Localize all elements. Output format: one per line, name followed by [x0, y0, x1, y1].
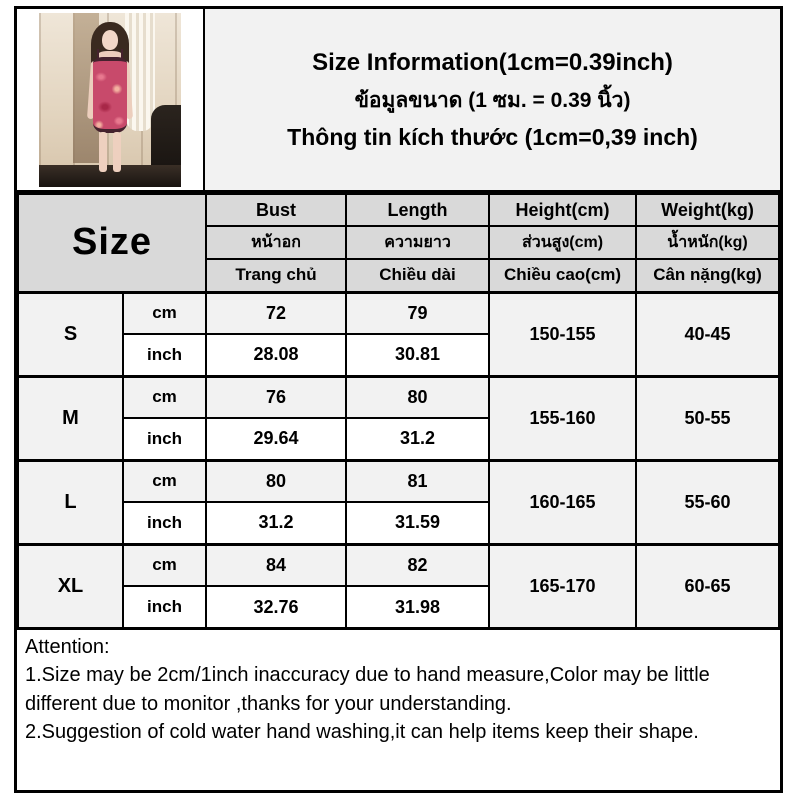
size-label-m: M [17, 374, 124, 461]
table-row: inch 32.76 31.98 [18, 585, 779, 629]
unit-cm: cm [121, 542, 208, 587]
unit-cm: cm [121, 290, 208, 335]
xl-length-cm: 82 [345, 542, 491, 587]
attention-note-1: 1.Size may be 2cm/1inch inaccuracy due t… [25, 664, 710, 715]
header-section: Size Information(1cm=0.39inch) ข้อมูลขนา… [17, 9, 780, 193]
m-length-inch: 31.2 [345, 417, 491, 461]
col-weight-vi: Cân nặng(kg) [635, 258, 780, 293]
table-row: M cm 76 80 155-160 50-55 [17, 374, 780, 461]
col-length-vi: Chiều dài [345, 258, 491, 293]
header-row-th: หน้าอก ความยาว ส่วนสูง(cm) น้ำหนัก(kg) [18, 225, 780, 260]
size-label-s: S [17, 290, 124, 377]
l-bust-cm: 80 [205, 458, 348, 503]
unit-cm: cm [121, 374, 208, 419]
m-weight: 50-55 [635, 374, 780, 461]
col-height-th: ส่วนสูง(cm) [488, 225, 638, 260]
table-row: L cm 80 81 160-165 55-60 [17, 458, 780, 545]
size-info-title-block: Size Information(1cm=0.39inch) ข้อมูลขนา… [205, 9, 780, 190]
size-chart-table: Size Bust Length Height(cm) Weight(kg) ห… [16, 193, 780, 629]
attention-note-2: 2.Suggestion of cold water hand washing,… [25, 721, 699, 744]
l-bust-inch: 31.2 [205, 501, 348, 545]
title-thai: ข้อมูลขนาด (1 ซม. = 0.39 นิ้ว) [354, 88, 631, 112]
model-leg-left [99, 131, 107, 172]
header-row-en: Size Bust Length Height(cm) Weight(kg) [16, 193, 780, 293]
col-weight-en: Weight(kg) [635, 193, 780, 227]
s-height: 150-155 [488, 290, 638, 377]
dress-strap-left [97, 48, 99, 59]
m-bust-cm: 76 [205, 374, 348, 419]
dark-floor [39, 164, 181, 187]
table-row: S cm 72 79 150-155 40-45 [17, 290, 780, 377]
unit-inch: inch [121, 501, 208, 545]
l-weight: 55-60 [635, 458, 780, 545]
col-height-en: Height(cm) [488, 193, 638, 227]
col-length-en: Length [345, 193, 491, 227]
table-row: inch 29.64 31.2 [18, 417, 779, 461]
unit-cm: cm [121, 458, 208, 503]
model-leg-right [113, 131, 121, 172]
attention-heading: Attention: [25, 636, 110, 658]
table-row: inch 28.08 30.81 [18, 333, 779, 377]
col-bust-th: หน้าอก [205, 225, 348, 260]
table-row: XL cm 84 82 165-170 60-65 [17, 542, 780, 629]
attention-section: Attention: 1.Size may be 2cm/1inch inacc… [17, 629, 780, 790]
product-photo [39, 12, 181, 187]
col-bust-en: Bust [205, 193, 348, 227]
size-label-l: L [17, 458, 124, 545]
model-face [102, 29, 118, 50]
m-bust-inch: 29.64 [205, 417, 348, 461]
product-photo-cell [17, 9, 205, 190]
xl-height: 165-170 [488, 542, 638, 629]
col-weight-th: น้ำหนัก(kg) [635, 225, 780, 260]
s-length-inch: 30.81 [345, 333, 491, 377]
unit-inch: inch [121, 585, 208, 629]
m-height: 155-160 [488, 374, 638, 461]
title-english: Size Information(1cm=0.39inch) [312, 48, 673, 76]
l-length-cm: 81 [345, 458, 491, 503]
table-row: inch 31.2 31.59 [18, 501, 779, 545]
l-height: 160-165 [488, 458, 638, 545]
xl-weight: 60-65 [635, 542, 780, 629]
s-weight: 40-45 [635, 290, 780, 377]
size-info-sheet: Size Information(1cm=0.39inch) ข้อมูลขนา… [14, 6, 783, 793]
xl-length-inch: 31.98 [345, 585, 491, 629]
dress-strap-right [121, 48, 123, 59]
title-vietnamese: Thông tin kích thước (1cm=0,39 inch) [287, 123, 698, 150]
s-bust-cm: 72 [205, 290, 348, 335]
m-length-cm: 80 [345, 374, 491, 419]
unit-inch: inch [121, 333, 208, 377]
size-label-xl: XL [17, 542, 124, 629]
size-header-cell: Size [16, 193, 208, 293]
xl-bust-inch: 32.76 [205, 585, 348, 629]
col-length-th: ความยาว [345, 225, 491, 260]
s-length-cm: 79 [345, 290, 491, 335]
unit-inch: inch [121, 417, 208, 461]
col-height-vi: Chiều cao(cm) [488, 258, 638, 293]
s-bust-inch: 28.08 [205, 333, 348, 377]
xl-bust-cm: 84 [205, 542, 348, 587]
col-bust-vi: Trang chủ [205, 258, 348, 293]
header-row-vi: Trang chủ Chiều dài Chiều cao(cm) Cân nặ… [18, 258, 780, 293]
l-length-inch: 31.59 [345, 501, 491, 545]
floral-dress [93, 56, 127, 133]
